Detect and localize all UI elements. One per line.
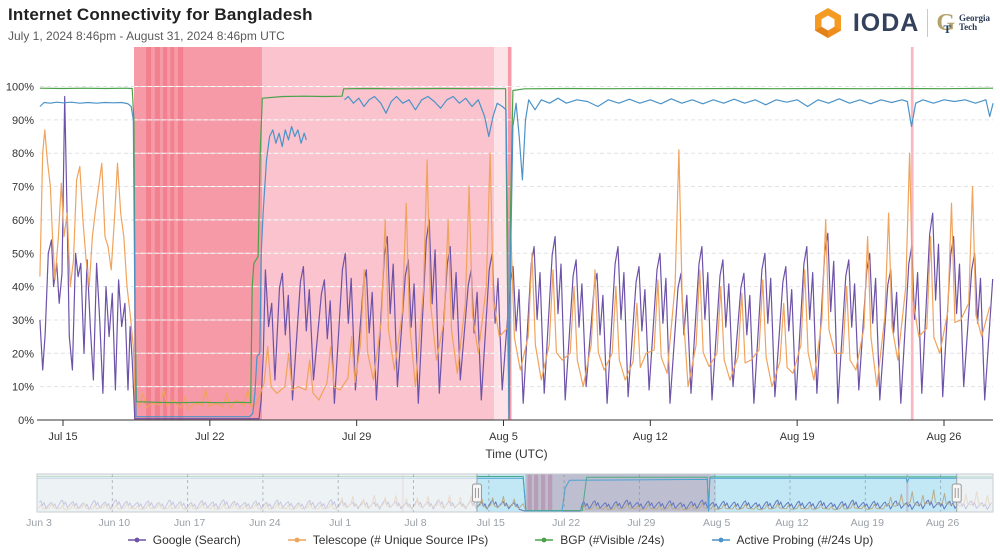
series-line-telescope bbox=[39, 129, 991, 411]
navigator-alert-band bbox=[547, 474, 553, 512]
navigator-alert-band bbox=[527, 474, 532, 512]
alert-band bbox=[910, 47, 914, 420]
navigator-mask-right[interactable] bbox=[956, 474, 993, 512]
navigator-axis-label: Aug 26 bbox=[926, 517, 959, 529]
navigator-axis-label: Aug 12 bbox=[775, 517, 808, 529]
navigator-axis-label: Jul 22 bbox=[552, 517, 580, 529]
legend-marker-bgp-icon bbox=[535, 537, 554, 543]
y-axis-label: 30% bbox=[12, 315, 34, 327]
navigator-border bbox=[36, 473, 994, 513]
x-axis-title: Time (UTC) bbox=[485, 447, 547, 461]
y-axis-label: 100% bbox=[6, 82, 34, 94]
alert-band bbox=[146, 47, 152, 420]
legend-marker-active-probing-icon bbox=[711, 537, 730, 543]
legend-item-active-probing[interactable]: Active Probing (#/24s Up) bbox=[711, 533, 873, 547]
logo-divider bbox=[927, 9, 929, 37]
navigator-axis-label: Jun 17 bbox=[174, 517, 206, 529]
y-axis-label: 70% bbox=[12, 182, 34, 194]
y-axis-label: 0% bbox=[18, 415, 34, 427]
navigator-alert-band bbox=[906, 474, 909, 512]
navigator-selected-range[interactable] bbox=[476, 474, 957, 512]
y-axis-label: 90% bbox=[12, 115, 34, 127]
navigator-axis-label: Jul 1 bbox=[329, 517, 351, 529]
alert-band bbox=[177, 47, 184, 420]
navigator-alert-band bbox=[540, 474, 546, 512]
x-axis-label: Aug 26 bbox=[927, 431, 962, 443]
navigator-mask-left[interactable] bbox=[37, 474, 477, 512]
alert-band bbox=[170, 47, 175, 420]
date-range-subtitle: July 1, 2024 8:46pm - August 31, 2024 8:… bbox=[8, 29, 285, 43]
x-axis-label: Aug 12 bbox=[633, 431, 668, 443]
navigator-axis-label: Jun 10 bbox=[99, 517, 131, 529]
series-line-google bbox=[39, 95, 994, 420]
alert-band bbox=[134, 47, 263, 420]
alert-band bbox=[507, 47, 512, 420]
y-axis-label: 40% bbox=[12, 282, 34, 294]
x-axis-label: Aug 19 bbox=[780, 431, 815, 443]
alert-band bbox=[154, 47, 160, 420]
x-axis-label: Jul 29 bbox=[342, 431, 371, 443]
navigator-axis-label: Jul 8 bbox=[404, 517, 426, 529]
navigator-left-handle[interactable] bbox=[471, 483, 482, 503]
navigator-right-handle[interactable] bbox=[951, 483, 962, 503]
navigator-series-probing bbox=[37, 477, 993, 512]
x-axis-label: Jul 15 bbox=[48, 431, 77, 443]
ioda-hexagon-icon bbox=[814, 8, 841, 38]
legend-item-google[interactable]: Google (Search) bbox=[127, 533, 241, 547]
ioda-wordmark: IODA bbox=[852, 8, 920, 37]
y-axis-label: 80% bbox=[12, 148, 34, 160]
y-axis-label: 10% bbox=[12, 382, 34, 394]
legend-item-bgp[interactable]: BGP (#Visible /24s) bbox=[534, 533, 665, 547]
navigator-axis-label: Aug 19 bbox=[851, 517, 884, 529]
alert-band bbox=[163, 47, 168, 420]
main-chart: 0% 10% 20% 30% 40% 50% 60% 70% 80% 90% 100% Jul 15 J… bbox=[6, 47, 994, 529]
navigator-axis-label: Jul 15 bbox=[477, 517, 505, 529]
gt-wordmark: Georgia Tech bbox=[959, 13, 990, 32]
navigator-alert-band bbox=[709, 474, 716, 512]
legend-marker-telescope-icon bbox=[287, 537, 306, 543]
navigator-axis-label: Aug 5 bbox=[703, 517, 731, 529]
page-title: Internet Connectivity for Bangladesh bbox=[8, 5, 313, 24]
chart-header: Internet Connectivity for Bangladesh Jul… bbox=[8, 5, 313, 43]
chart-legend: Google (Search) Telescope (# Unique Sour… bbox=[0, 533, 1000, 547]
navigator-alert-band bbox=[533, 474, 539, 512]
legend-item-telescope[interactable]: Telescope (# Unique Source IPs) bbox=[287, 533, 488, 547]
navigator-axis-label: Jun 3 bbox=[26, 517, 52, 529]
legend-marker-google-icon bbox=[127, 537, 146, 543]
y-axis-label: 50% bbox=[12, 248, 34, 260]
navigator-axis-label: Jul 29 bbox=[627, 517, 655, 529]
x-axis-label: Jul 22 bbox=[195, 431, 224, 443]
navigator-axis-label: Jun 24 bbox=[249, 517, 281, 529]
x-axis-label: Aug 5 bbox=[489, 431, 518, 443]
y-axis-label: 60% bbox=[12, 215, 34, 227]
y-axis-label: 20% bbox=[12, 348, 34, 360]
series-line-probing bbox=[39, 95, 994, 419]
